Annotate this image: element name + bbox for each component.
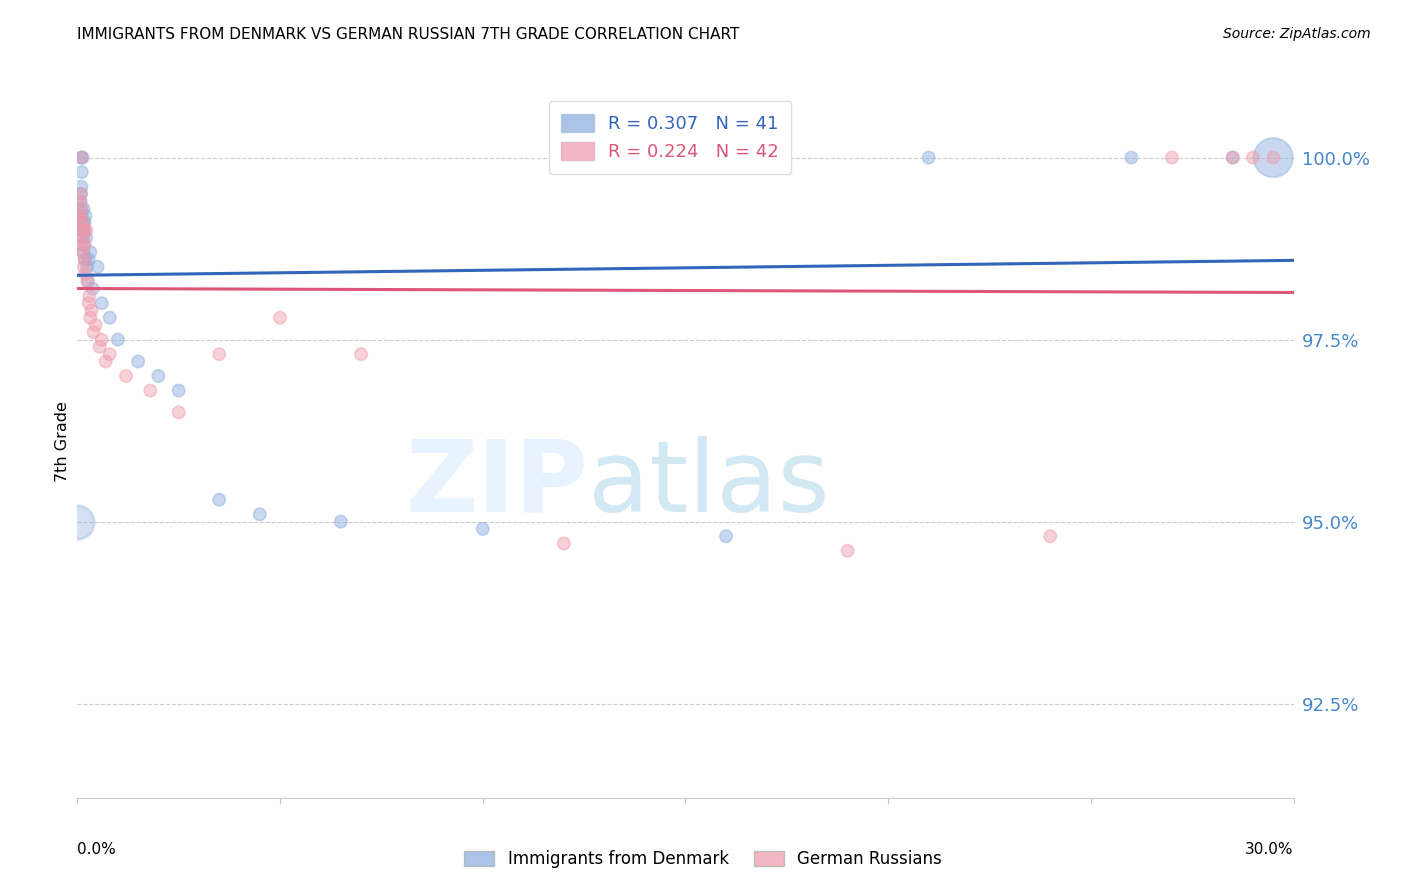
Point: [98, 347, 121, 361]
Point: [115, 369, 138, 384]
Point: [1241, 151, 1264, 165]
Point: [73, 238, 96, 252]
Point: [837, 543, 859, 558]
Point: [73, 238, 96, 252]
Point: [471, 522, 494, 536]
Point: [73, 223, 96, 237]
Legend: R = 0.307   N = 41, R = 0.224   N = 42: R = 0.307 N = 41, R = 0.224 N = 42: [548, 101, 792, 174]
Point: [70, 151, 93, 165]
Point: [70, 209, 93, 223]
Point: [69, 216, 91, 230]
Point: [70, 223, 93, 237]
Point: [73, 252, 96, 267]
Point: [70, 165, 93, 179]
Point: [75, 223, 97, 237]
Point: [269, 310, 291, 325]
Point: [89, 340, 111, 354]
Point: [80, 303, 103, 318]
Point: [70, 186, 93, 201]
Point: [1161, 151, 1184, 165]
Point: [70, 151, 93, 165]
Point: [208, 492, 231, 507]
Point: [67, 209, 90, 223]
Point: [69, 194, 91, 209]
Point: [75, 230, 97, 244]
Point: [918, 151, 941, 165]
Point: [350, 347, 373, 361]
Point: [86, 260, 108, 274]
Point: [76, 260, 98, 274]
Point: [72, 151, 94, 165]
Legend: Immigrants from Denmark, German Russians: Immigrants from Denmark, German Russians: [457, 844, 949, 875]
Text: ZIP: ZIP: [405, 436, 588, 533]
Point: [79, 310, 101, 325]
Point: [72, 230, 94, 244]
Point: [76, 274, 98, 288]
Point: [139, 384, 162, 398]
Point: [208, 347, 231, 361]
Point: [70, 202, 93, 216]
Point: [714, 529, 737, 543]
Y-axis label: 7th Grade: 7th Grade: [55, 401, 70, 482]
Point: [1121, 151, 1143, 165]
Point: [70, 186, 93, 201]
Point: [72, 230, 94, 244]
Point: [90, 333, 112, 347]
Point: [1039, 529, 1062, 543]
Point: [84, 318, 107, 332]
Point: [75, 209, 97, 223]
Point: [76, 274, 98, 288]
Point: [90, 296, 112, 310]
Point: [72, 245, 94, 260]
Point: [73, 223, 96, 237]
Text: 30.0%: 30.0%: [1246, 842, 1294, 857]
Point: [82, 282, 104, 296]
Point: [329, 515, 352, 529]
Point: [107, 333, 129, 347]
Point: [73, 216, 96, 230]
Point: [69, 209, 91, 223]
Text: 0.0%: 0.0%: [77, 842, 117, 857]
Point: [69, 202, 91, 216]
Point: [73, 260, 96, 274]
Point: [69, 194, 91, 209]
Point: [167, 405, 190, 419]
Point: [75, 267, 97, 281]
Point: [1222, 151, 1244, 165]
Point: [77, 252, 100, 267]
Text: IMMIGRANTS FROM DENMARK VS GERMAN RUSSIAN 7TH GRADE CORRELATION CHART: IMMIGRANTS FROM DENMARK VS GERMAN RUSSIA…: [77, 27, 740, 42]
Point: [94, 354, 117, 368]
Point: [70, 238, 93, 252]
Point: [553, 536, 575, 550]
Point: [77, 296, 100, 310]
Point: [66, 515, 89, 529]
Point: [148, 369, 170, 384]
Point: [72, 245, 94, 260]
Point: [1263, 151, 1285, 165]
Point: [249, 508, 271, 522]
Point: [79, 289, 101, 303]
Point: [70, 179, 93, 194]
Text: Source: ZipAtlas.com: Source: ZipAtlas.com: [1223, 27, 1371, 41]
Point: [73, 252, 96, 267]
Point: [1263, 151, 1285, 165]
Point: [79, 245, 101, 260]
Point: [72, 202, 94, 216]
Point: [1222, 151, 1244, 165]
Point: [127, 354, 149, 368]
Point: [83, 326, 105, 340]
Point: [167, 384, 190, 398]
Point: [67, 209, 90, 223]
Point: [72, 216, 94, 230]
Point: [72, 216, 94, 230]
Point: [70, 223, 93, 237]
Point: [98, 310, 121, 325]
Text: atlas: atlas: [588, 436, 830, 533]
